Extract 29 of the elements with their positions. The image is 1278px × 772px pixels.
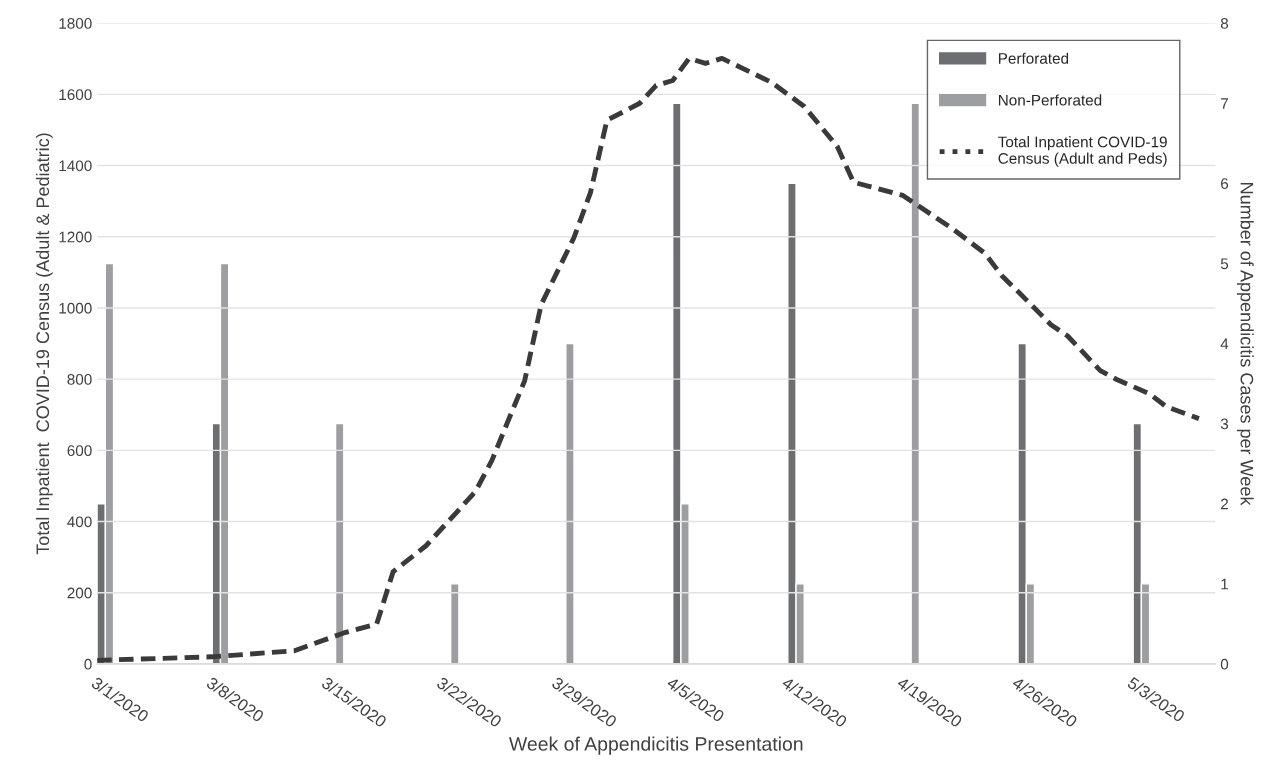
y-tick-label: 400 [67,516,92,528]
y2-tick-label: 0 [1220,658,1229,670]
bar [565,342,575,664]
y-tick-label: 1800 [59,18,92,29]
y2-tick-label: 2 [1221,498,1228,510]
y2-tick-label: 3 [1220,418,1229,430]
y-tick-label: 800 [67,374,92,385]
legend-label: Non-Perforated [998,94,1102,106]
y2-tick-label: 8 [1220,18,1229,29]
y-axis-title: Total Inpatient COVID-19 Census (Adult & Pediatric) [35,133,53,555]
y2-tick-label: 6 [1221,178,1229,190]
y-tick-label: 1200 [59,231,92,243]
y2-tick-label: 7 [1221,98,1228,109]
y-tick-label: 0 [84,658,92,670]
legend-label: Total Inpatient COVID-19 Census (Adult and Peds) [998,136,1167,167]
legend-label: Perforated [998,52,1069,64]
bar [910,102,921,664]
y-tick-label: 1000 [59,302,92,314]
bar [334,422,345,664]
y-tick-label: 1600 [59,89,92,101]
y2-tick-label: 5 [1220,258,1229,270]
y-tick-label: 1400 [59,160,92,172]
y2-tick-label: 1 [1221,578,1228,590]
y2-axis-title: Number of Appendicitis Cases per Week [1236,183,1254,506]
y-tick-label: 200 [67,587,92,599]
bar [449,583,460,664]
y2-tick-label: 4 [1220,338,1229,350]
x-axis-title: Week of Appendicitis Presentation [508,736,803,755]
y-tick-label: 600 [67,445,92,457]
